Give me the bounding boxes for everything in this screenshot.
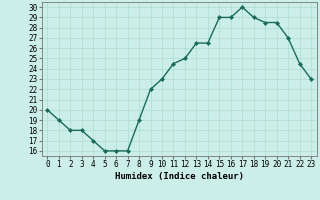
X-axis label: Humidex (Indice chaleur): Humidex (Indice chaleur) <box>115 172 244 181</box>
